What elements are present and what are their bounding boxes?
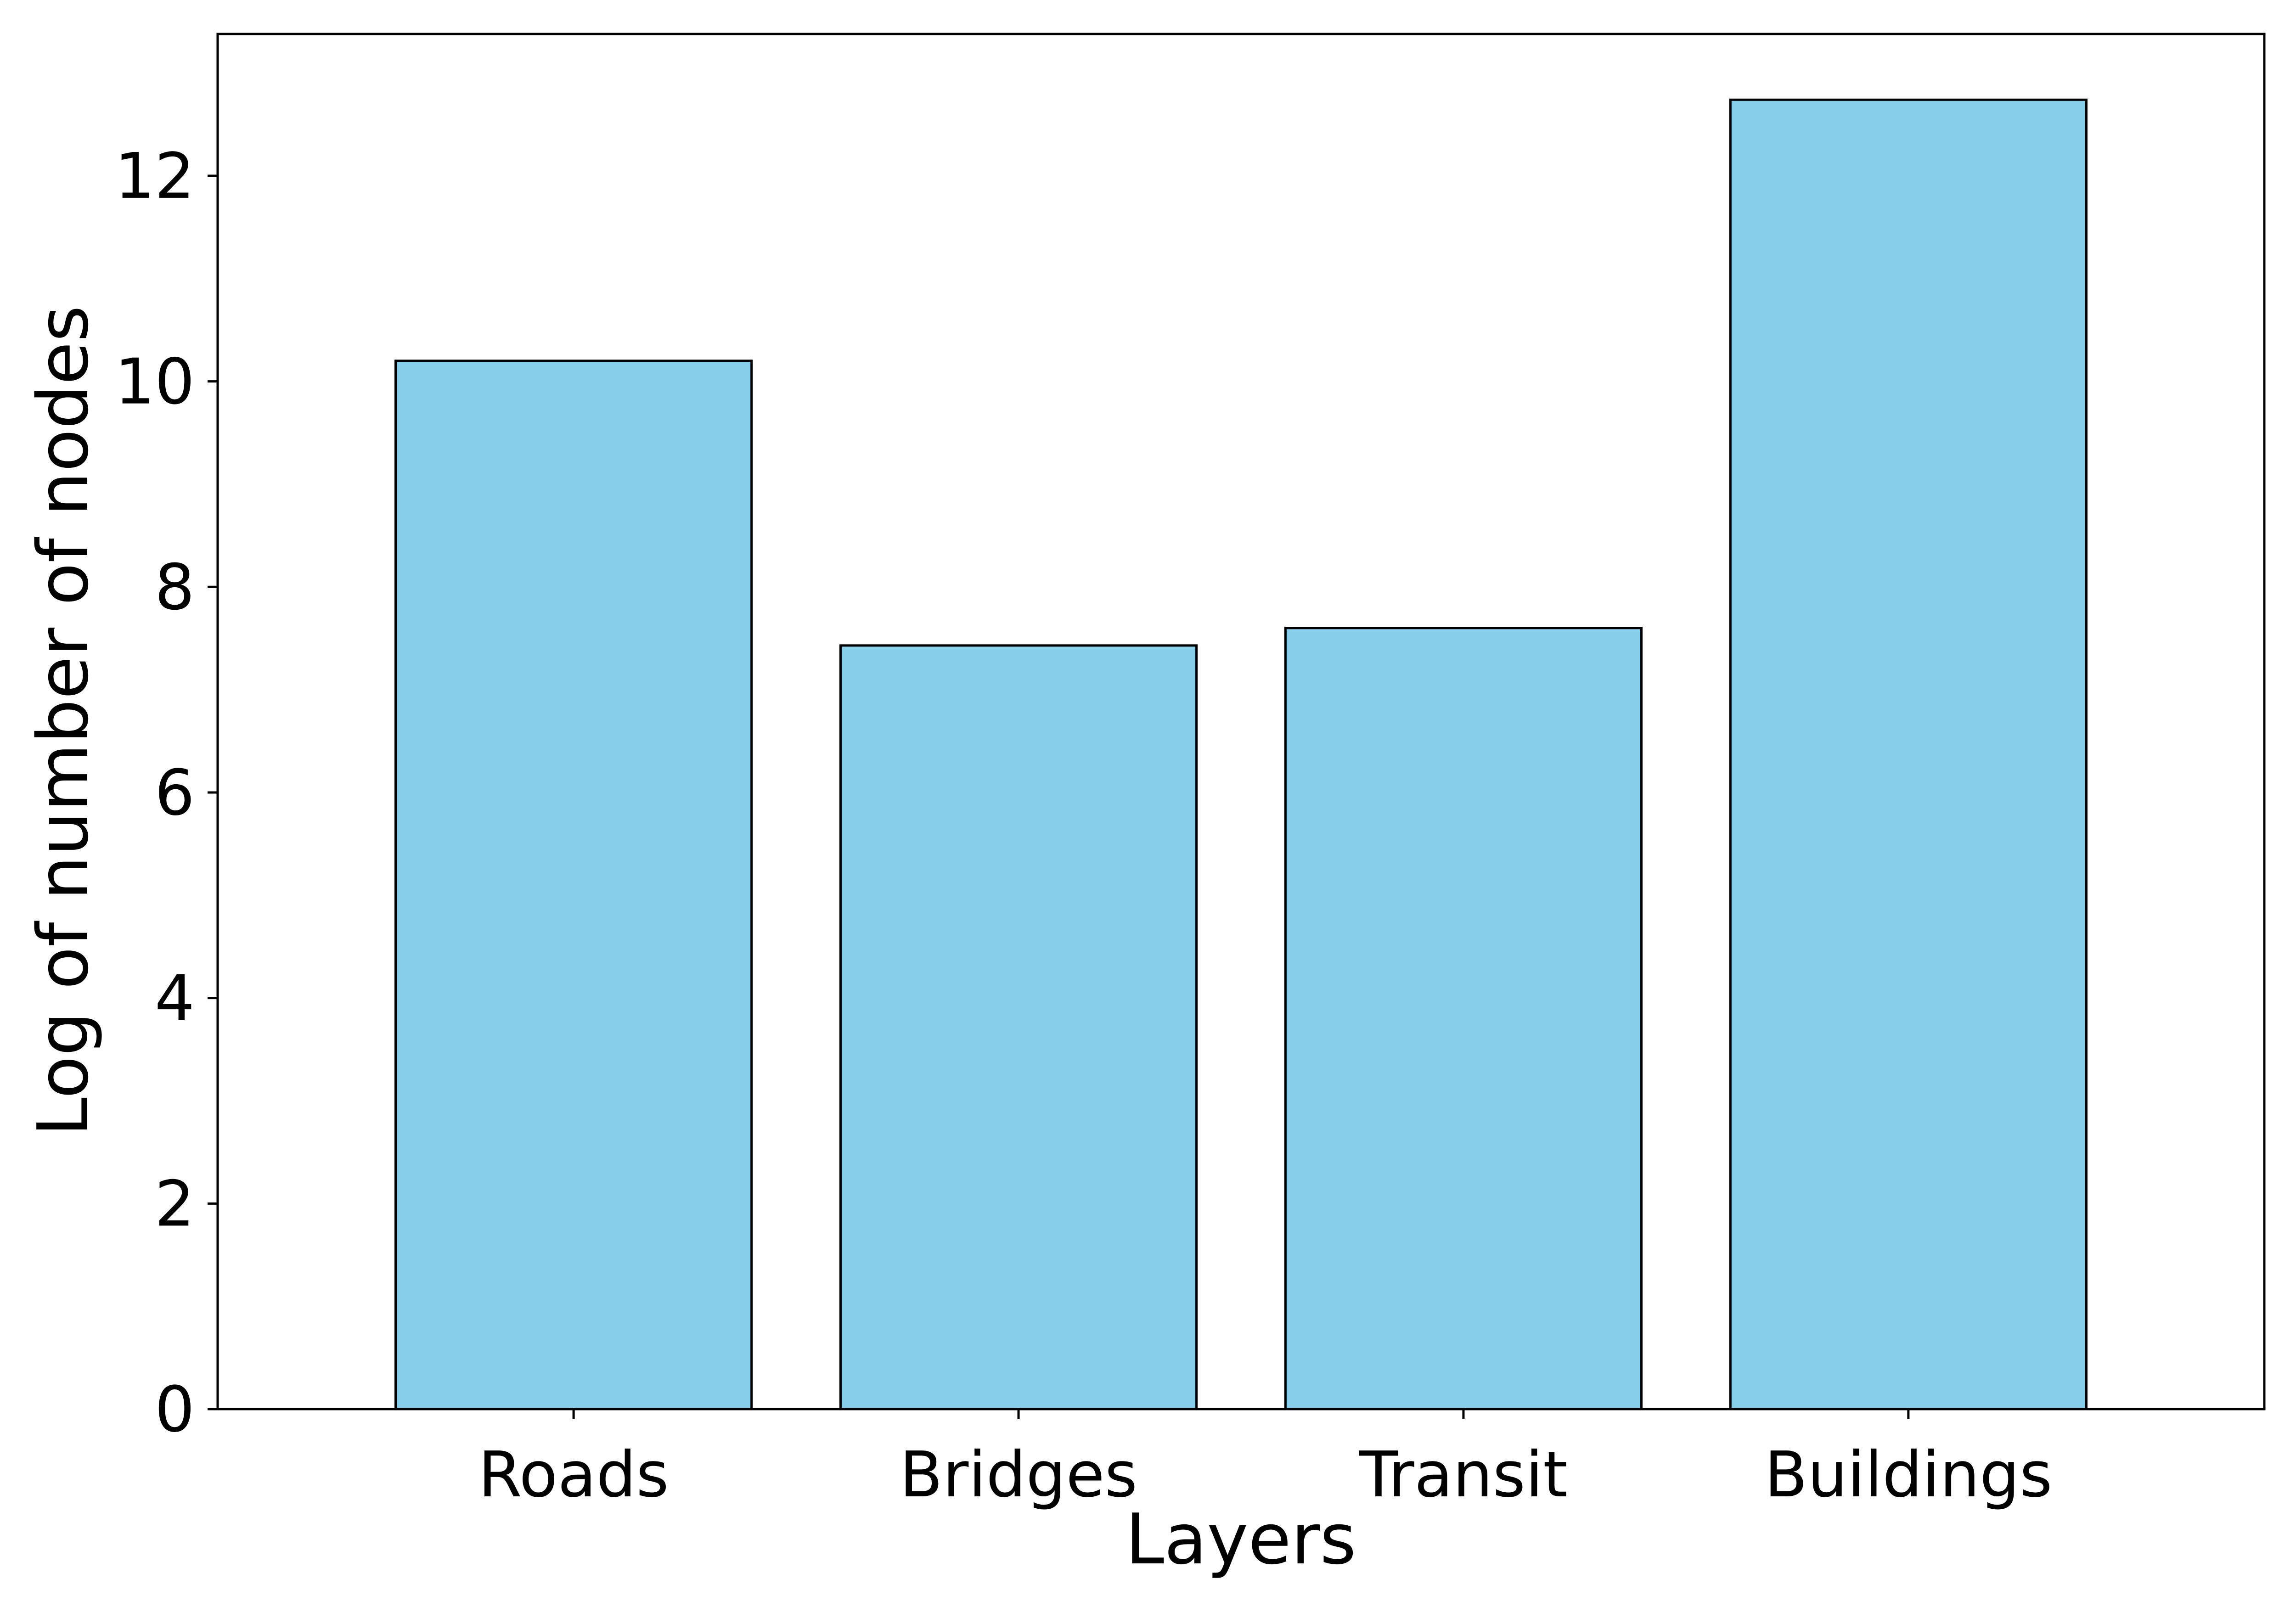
- bar-transit: [1284, 627, 1643, 1410]
- y-tick-label: 8: [155, 551, 195, 624]
- bar-bridges: [839, 644, 1198, 1410]
- y-tick-label: 12: [115, 140, 195, 213]
- plot-frame: [216, 33, 2266, 1410]
- y-axis: 0 2 4 6 8 10 12: [115, 140, 218, 1446]
- x-tick-label: Bridges: [900, 1438, 1137, 1511]
- x-tick-label: Roads: [478, 1438, 669, 1511]
- bar-roads: [394, 360, 753, 1410]
- y-tick-label: 6: [155, 757, 195, 830]
- y-axis-label: Log of number of nodes: [23, 305, 104, 1136]
- x-axis-label: Layers: [1125, 1499, 1356, 1580]
- x-tick-label: Buildings: [1764, 1438, 2052, 1511]
- bar-buildings: [1729, 98, 2088, 1410]
- y-tick-label: 2: [155, 1168, 195, 1241]
- x-axis: Roads Bridges Transit Buildings: [478, 1409, 2052, 1511]
- y-tick-label: 0: [155, 1373, 195, 1446]
- x-tick-label: Transit: [1359, 1438, 1568, 1511]
- bars-group: [394, 98, 2088, 1410]
- y-tick-label: 10: [115, 346, 195, 419]
- y-tick-label: 4: [155, 962, 195, 1035]
